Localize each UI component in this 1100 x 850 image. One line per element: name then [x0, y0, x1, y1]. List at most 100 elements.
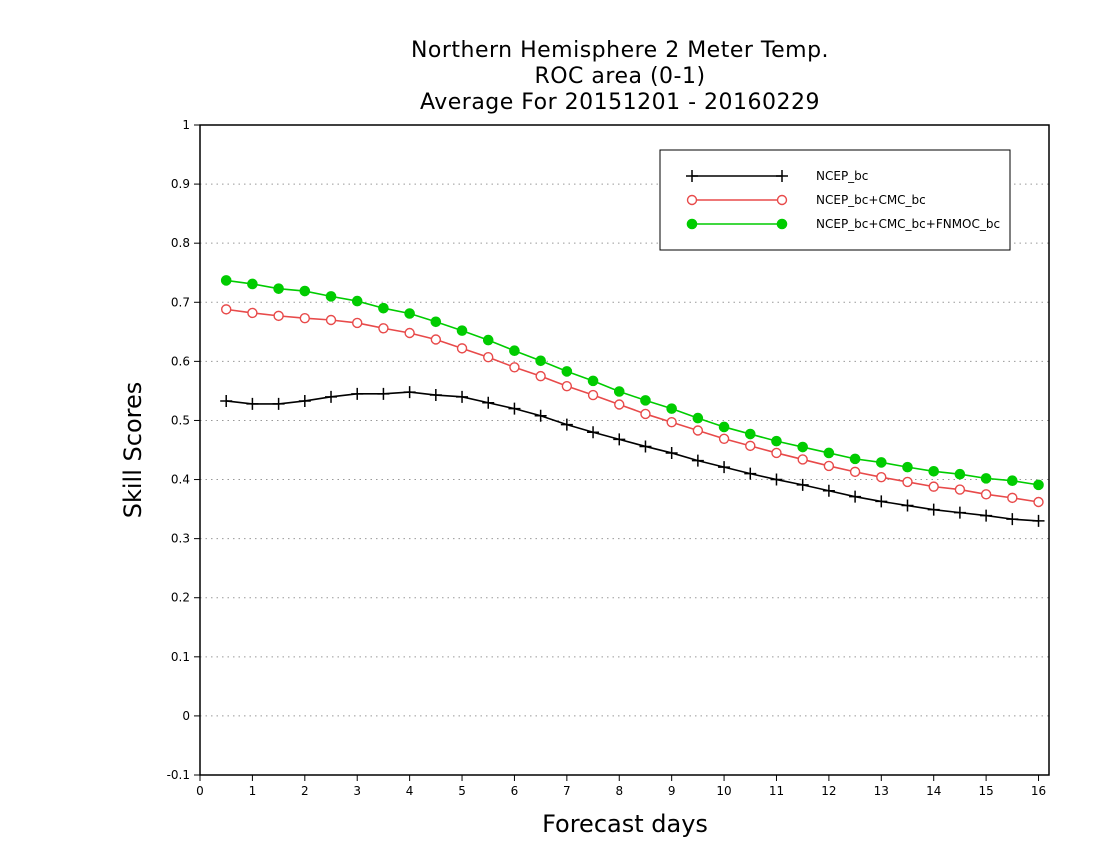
x-tick-label: 4 [406, 784, 414, 798]
y-tick-label: 0.1 [171, 650, 190, 664]
series-2-point [902, 476, 913, 488]
x-tick-label: 9 [668, 784, 676, 798]
series-2-point [221, 304, 232, 315]
x-tick-label: 7 [563, 784, 571, 798]
series-1-point [403, 386, 416, 399]
chart-title-line-3: Average For 20151201 - 20160229 [419, 90, 821, 115]
series-2-point [456, 343, 468, 354]
series-3-point [378, 302, 389, 314]
series-1-point [744, 467, 757, 480]
series-1-point [953, 506, 966, 519]
series-3-point [1007, 475, 1018, 487]
legend-marker-2 [776, 194, 788, 206]
series-2-point [980, 489, 992, 500]
series-3-point [299, 285, 311, 297]
series-3-point [692, 412, 704, 424]
series-3-point [849, 453, 861, 465]
x-tick-label: 3 [353, 784, 361, 798]
y-tick-label: 0 [182, 709, 190, 723]
series-1-point [377, 387, 390, 400]
x-tick-label: 11 [769, 784, 784, 798]
legend-label-1: NCEP_bc [816, 169, 868, 183]
legend-marker-3 [686, 218, 698, 230]
x-tick-label: 8 [615, 784, 623, 798]
y-tick-label: -0.1 [167, 768, 190, 782]
series-1-point [508, 402, 521, 415]
legend-label-3: NCEP_bc+CMC_bc+FNMOC_bc [816, 217, 1000, 231]
series-1-point [325, 390, 338, 403]
series-1-point [560, 418, 573, 431]
series-3-point [797, 441, 808, 453]
series-1-point [429, 389, 442, 402]
series-1-point [534, 409, 547, 422]
series-2-point [325, 314, 337, 326]
series-1-point [456, 390, 469, 403]
series-3-point [482, 334, 494, 346]
series-2-point [299, 313, 311, 324]
series-line-1 [226, 391, 1039, 522]
series-3-point [954, 468, 966, 480]
series-2-point [430, 334, 442, 345]
series-2-point [404, 327, 415, 339]
series-1-point [718, 461, 731, 474]
series-2-point [561, 380, 573, 392]
y-tick-label: 0.5 [171, 413, 190, 427]
series-1-point [691, 454, 704, 467]
x-tick-label: 14 [926, 784, 941, 798]
y-tick-label: 0.3 [171, 532, 190, 546]
series-3-point [247, 278, 258, 290]
series-line-2 [226, 308, 1039, 503]
x-tick-label: 16 [1031, 784, 1046, 798]
series-line-3 [226, 279, 1039, 486]
series-3-point [587, 375, 599, 387]
series-2-point [718, 433, 730, 444]
series-2-point [509, 362, 520, 373]
series-1-point [927, 503, 940, 516]
series-2-point [614, 399, 625, 410]
x-tick-label: 1 [249, 784, 257, 798]
chart-title-line-2: ROC area (0-1) [534, 64, 706, 89]
series-2-point [876, 471, 887, 483]
series-2-point [352, 317, 363, 329]
series-3-point [273, 283, 284, 294]
series-2-point [483, 352, 494, 363]
legend-marker-3 [776, 218, 788, 230]
series-1-point [639, 440, 652, 453]
y-tick-label: 1 [182, 118, 190, 132]
series-2-point [247, 307, 258, 319]
chart-title-line-1: Northern Hemisphere 2 Meter Temp. [410, 38, 830, 63]
legend-label-2: NCEP_bc+CMC_bc [816, 193, 926, 207]
series-3-point [404, 308, 415, 319]
legend-marker-2 [686, 194, 698, 206]
plot-frame [199, 124, 1050, 776]
series-3-point [928, 465, 940, 477]
series-1-point [482, 396, 495, 409]
series-1-point [796, 478, 809, 491]
series-3-point [351, 295, 363, 307]
x-tick-label: 0 [196, 784, 204, 798]
legend-marker-1 [776, 170, 788, 182]
series-3-point [456, 325, 468, 336]
series-3-point [535, 355, 546, 367]
x-tick-label: 15 [978, 784, 993, 798]
series-1-point [822, 484, 835, 497]
series-2-point [692, 425, 704, 436]
series-2-point [378, 323, 389, 334]
series-3-point [430, 316, 442, 328]
series-3-point [666, 403, 677, 414]
series-1-point [351, 387, 364, 400]
series-3-point [220, 275, 232, 286]
series-3-point [875, 457, 887, 468]
series-1-point [587, 426, 600, 439]
series-2-point [640, 408, 651, 420]
series-1-point [665, 446, 678, 459]
series-3-point [509, 345, 520, 357]
x-tick-label: 12 [821, 784, 836, 798]
series-3-point [613, 386, 625, 397]
series-3-point [561, 366, 573, 377]
legend-marker-1 [686, 170, 698, 182]
series-2-point [771, 447, 782, 459]
series-1-point [220, 394, 233, 407]
series-2-point [849, 466, 861, 478]
